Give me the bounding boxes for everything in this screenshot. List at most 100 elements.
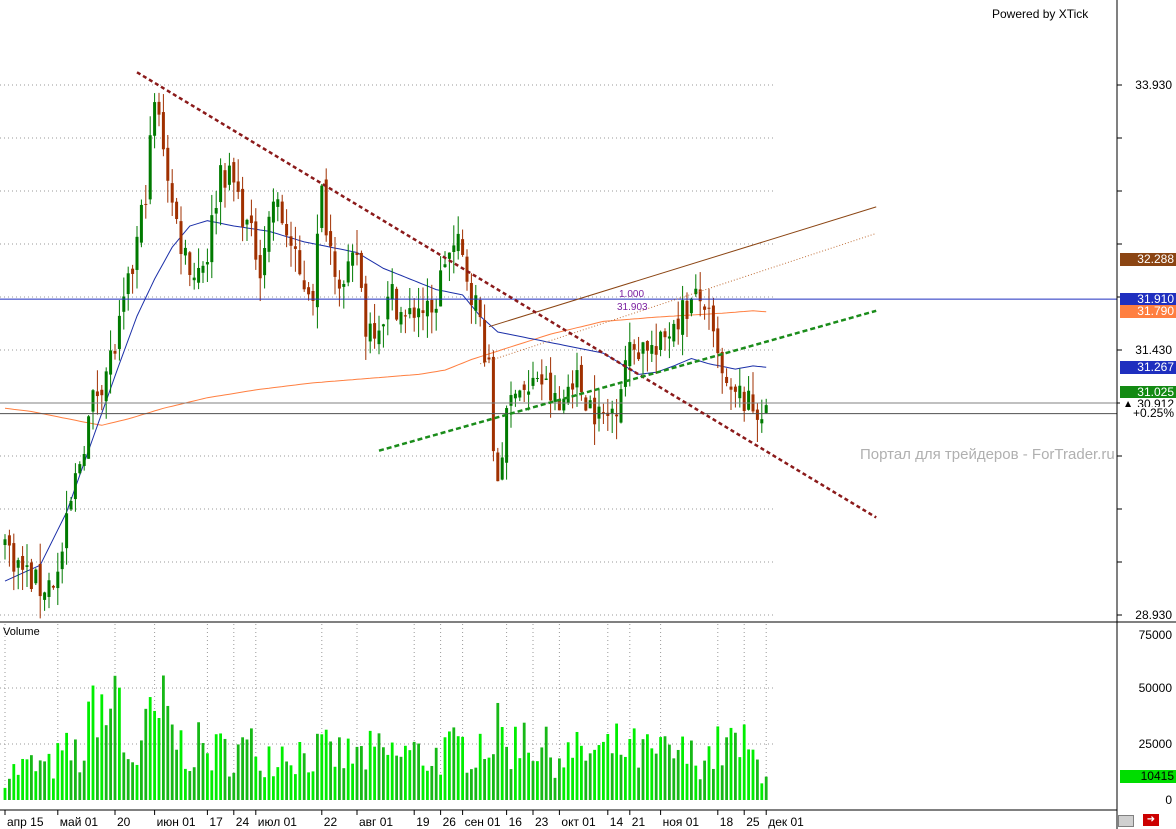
candle-body	[764, 405, 768, 413]
candle-body	[452, 245, 456, 253]
volume-bar	[637, 767, 640, 800]
volume-bar	[201, 743, 205, 800]
volume-bar	[487, 757, 491, 800]
exit-button[interactable]: ➜	[1143, 814, 1159, 826]
candle-body	[738, 385, 742, 399]
candle-body	[267, 216, 271, 252]
candle-body	[337, 279, 341, 289]
candle-body	[544, 378, 548, 380]
fib-level-label: 1.000	[619, 289, 644, 300]
volume-bar	[197, 722, 200, 800]
candle-body	[364, 283, 368, 337]
candle-body	[7, 535, 11, 546]
candle-body	[562, 398, 566, 411]
candle-body	[241, 188, 245, 227]
candle-body	[73, 473, 77, 500]
volume-bar	[474, 767, 478, 800]
time-tick-label: апр 15	[7, 815, 44, 829]
volume-bar	[390, 742, 394, 800]
candle-body	[527, 391, 531, 395]
price-tag: 31.267	[1120, 360, 1176, 374]
candle-body	[69, 500, 73, 510]
volume-bar	[377, 733, 381, 800]
volume-bar	[725, 737, 728, 800]
candle-body	[606, 412, 610, 416]
candle-body	[359, 252, 363, 288]
volume-bar	[703, 760, 706, 800]
candle-body	[157, 101, 161, 115]
candle-body	[390, 284, 394, 300]
volume-bar	[654, 753, 658, 800]
candle-body	[324, 179, 328, 236]
volume-bar	[602, 741, 605, 800]
volume-bar	[738, 757, 742, 800]
volume-bar	[681, 736, 684, 800]
volume-bar	[426, 770, 429, 800]
candle-body	[311, 291, 315, 301]
volume-bar	[632, 728, 636, 800]
fib-price-label: 31.903	[617, 302, 648, 313]
candle-body	[465, 256, 469, 282]
volume-bar	[8, 778, 11, 800]
candle-body	[100, 389, 104, 396]
candle-body	[245, 219, 249, 225]
time-tick-label: 19	[416, 815, 430, 829]
candle-body	[447, 252, 451, 259]
candle-body	[223, 170, 227, 188]
volume-bar	[386, 754, 390, 800]
candle-body	[144, 203, 148, 205]
volume-bar	[126, 759, 130, 800]
moving-averages	[4, 220, 767, 582]
candle-body	[698, 289, 702, 302]
volume-bar	[148, 697, 152, 800]
volume-bar	[540, 747, 544, 800]
candle-body	[25, 565, 29, 567]
price-tick-label: 31.430	[1135, 343, 1172, 357]
volume-bar	[52, 778, 55, 800]
candle-body	[597, 406, 601, 419]
candle-body	[610, 408, 614, 414]
volume-tick-label: 50000	[1139, 681, 1173, 695]
candle-body	[641, 342, 645, 354]
volume-bar	[324, 729, 328, 800]
candle-body	[197, 267, 201, 283]
candle-body	[232, 162, 236, 183]
candle-body	[632, 344, 636, 350]
candle-body	[619, 389, 623, 423]
volume-bar	[412, 741, 416, 800]
candle-body	[333, 251, 337, 277]
candle-body	[461, 239, 465, 255]
volume-bar	[276, 767, 280, 800]
volume-bar	[434, 747, 438, 800]
volume-bar	[223, 738, 227, 800]
candle-body	[685, 300, 689, 319]
link-button[interactable]	[1118, 815, 1134, 827]
time-tick-label: 25	[746, 815, 760, 829]
volume-bar	[408, 750, 412, 800]
volume-bar	[505, 746, 508, 800]
candle-body	[104, 371, 108, 402]
volume-bar	[676, 749, 680, 800]
volume-bar	[373, 746, 376, 800]
candle-body	[166, 147, 170, 181]
volume-bar	[646, 734, 649, 800]
candle-body	[430, 299, 434, 313]
volume-bar	[100, 694, 104, 800]
candle-body	[373, 323, 377, 339]
candle-body	[386, 296, 390, 320]
candle-body	[659, 331, 663, 350]
volume-bar	[232, 772, 236, 800]
trend-drawings[interactable]: 1.000 31.903	[0, 71, 1117, 519]
time-tick-label: дек 01	[768, 815, 804, 829]
candle-body	[487, 357, 491, 360]
volume-bar	[184, 768, 187, 800]
candle-body	[531, 377, 535, 386]
candle-body	[302, 280, 306, 290]
volume-bar	[16, 774, 20, 800]
volume-bar	[628, 739, 632, 800]
candle-body	[329, 231, 333, 247]
candle-body	[201, 265, 205, 273]
volume-bar	[179, 730, 183, 800]
candle-body	[87, 416, 91, 459]
